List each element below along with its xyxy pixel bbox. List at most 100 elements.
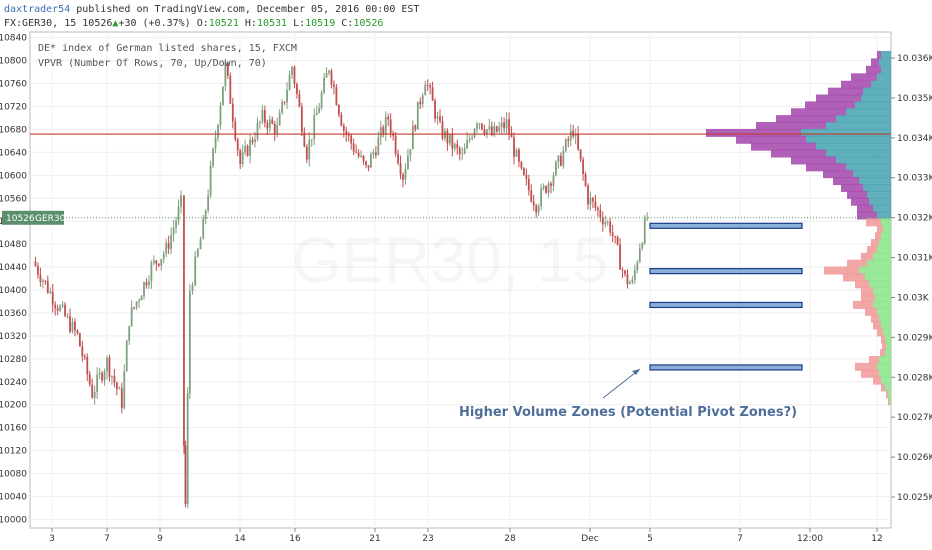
vp-up-bar — [859, 266, 891, 275]
candle-body — [34, 261, 37, 266]
vp-up-bar — [881, 65, 891, 74]
time-tick-label: 28 — [504, 534, 516, 544]
volume-tick-label: 10.029K — [897, 333, 932, 343]
candle-body — [636, 262, 639, 271]
candle-body — [268, 119, 271, 129]
candle-body — [471, 137, 473, 139]
candle-body — [530, 190, 533, 202]
candle-body — [394, 135, 397, 154]
vp-up-bar — [869, 197, 891, 206]
vp-up-bar — [888, 390, 891, 399]
price-tick-label: 10120 — [0, 447, 27, 457]
time-tick-label: 21 — [369, 534, 380, 544]
candle-body — [646, 218, 649, 220]
candle-body — [170, 234, 173, 249]
candle-body — [569, 130, 572, 141]
time-tick-label: 5 — [647, 534, 653, 544]
pivot-zone-rect — [649, 364, 803, 371]
vp-up-bar — [881, 321, 891, 330]
candle-body — [537, 206, 540, 213]
candle-body — [145, 282, 148, 286]
candle-body — [387, 116, 390, 120]
vp-up-bar — [873, 252, 891, 261]
candle-body — [222, 86, 224, 106]
candle-body — [209, 165, 212, 196]
time-tick-label: 7 — [104, 534, 110, 544]
candle-body — [367, 165, 370, 168]
candle-body — [108, 357, 111, 377]
candle-body — [234, 121, 237, 140]
candle-body — [532, 201, 535, 206]
publish-info: published on TradingView.com, December 0… — [70, 4, 420, 15]
candle-body — [202, 219, 205, 240]
candle-body — [138, 300, 140, 302]
candle-body — [379, 127, 382, 138]
candle-body — [540, 188, 543, 207]
candle-body — [515, 149, 518, 157]
author-link[interactable]: daxtrader54 — [4, 4, 71, 15]
volume-tick-label: 10.032K — [897, 214, 932, 224]
candle-body — [300, 106, 303, 133]
candle-body — [377, 137, 380, 155]
vp-down-bar — [736, 135, 806, 144]
candle-body — [194, 256, 197, 286]
candle-body — [424, 84, 427, 96]
candle-body — [478, 123, 481, 125]
candle-body — [325, 72, 328, 78]
price-tick-label: 10040 — [0, 492, 27, 502]
candle-body — [101, 373, 103, 381]
vp-up-bar — [879, 369, 891, 378]
annotation-arrow — [602, 368, 641, 399]
candle-body — [212, 148, 214, 166]
candle-body — [313, 115, 316, 140]
vp-up-bar — [877, 362, 891, 371]
vp-up-bar — [883, 328, 891, 337]
time-tick-label: 9 — [157, 534, 163, 544]
high-label: H: — [244, 18, 257, 29]
candle-body — [157, 263, 160, 266]
vp-up-bar — [885, 383, 891, 392]
candle-body — [495, 126, 498, 132]
candle-body — [557, 155, 560, 162]
vp-down-bar — [877, 328, 883, 337]
price-tick-label: 10760 — [0, 80, 27, 90]
vp-down-bar — [847, 190, 867, 199]
price-tick-label: 10440 — [0, 263, 27, 273]
vp-up-bar — [877, 73, 891, 82]
vp-down-bar — [865, 307, 877, 316]
vp-down-bar — [816, 94, 861, 103]
vp-up-bar — [861, 94, 891, 103]
volume-tick-label: 10.025K — [897, 493, 932, 503]
candle-body — [49, 291, 52, 293]
vp-up-bar — [881, 232, 891, 241]
candle-body — [564, 139, 567, 152]
vp-up-bar — [875, 294, 891, 303]
candle-body — [446, 130, 449, 144]
candle-body — [436, 116, 439, 119]
pivot-zones — [649, 222, 803, 371]
candle-body — [347, 134, 350, 136]
vp-up-bar — [877, 211, 891, 220]
candle-body — [453, 144, 456, 149]
time-tick-label: 14 — [234, 534, 246, 544]
vp-down-bar — [866, 65, 881, 74]
vp-down-bar — [751, 142, 816, 151]
candle-body — [51, 291, 54, 305]
vp-up-bar — [867, 190, 891, 199]
candle-body — [439, 116, 441, 122]
vp-down-bar — [871, 58, 879, 67]
candle-body — [229, 75, 232, 104]
vp-up-bar — [853, 170, 891, 179]
price-axis: 10000 10040 10080 10120 10160 10200 10240 10280… — [0, 34, 27, 526]
publish-line: daxtrader54 published on TradingView.com… — [4, 4, 419, 15]
candle-body — [118, 388, 121, 390]
candle-body — [226, 62, 229, 76]
volume-tick-label: 10.034K — [897, 134, 932, 144]
candle-body — [44, 280, 47, 282]
candle-body — [360, 155, 362, 157]
vp-up-bar — [877, 245, 891, 254]
candle-body — [56, 308, 59, 311]
vp-up-bar — [846, 163, 891, 172]
candle-body — [350, 135, 353, 144]
